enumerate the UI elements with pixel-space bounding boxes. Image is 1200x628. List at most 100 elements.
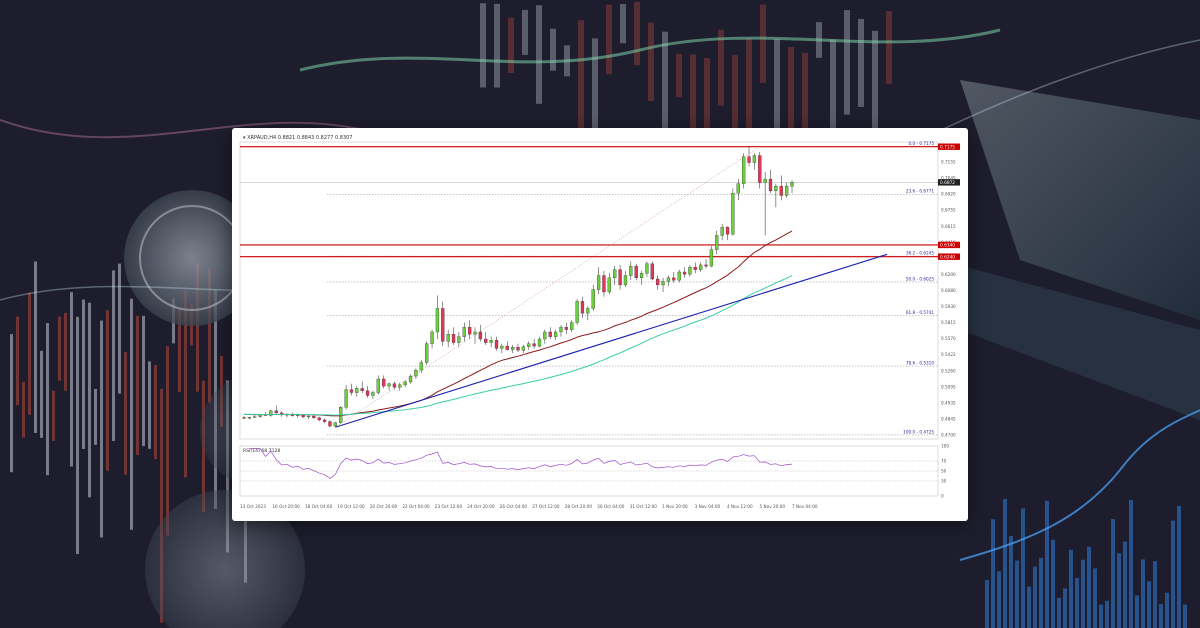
candle [247,416,251,420]
background-bar [1039,557,1043,628]
candle [790,180,794,194]
x-tick-label: 30 Oct 04:00 [597,504,625,509]
coin-decoration [124,190,260,326]
price-label: 0.6340 [940,243,955,249]
candle-body [537,338,542,347]
background-bar [774,39,780,131]
candle-body [505,345,509,350]
background-bar [858,18,864,107]
candle [639,270,644,285]
moving-average-slow [243,230,793,417]
background-bar [70,292,73,467]
price-chart: ▾ XRPAUD,H4 0.8821 0.8843 0.8277 0.8307 0… [239,135,960,509]
candle-body [435,308,440,333]
candle-body [269,410,273,416]
candle-body [543,331,547,340]
candle-body [446,334,450,342]
background-bar [1009,536,1013,628]
moving-average-fast [244,275,793,416]
background-bar [1063,588,1067,628]
candle-body [768,178,773,191]
candle-body [752,155,757,163]
background-bar [788,46,794,160]
candle-body [742,156,746,184]
price-pane-frame [239,141,939,440]
candle [704,259,708,269]
candle-body [553,331,558,337]
candle-body [451,334,456,343]
x-tick-label: 1 Nov 20:00 [662,504,688,509]
fibonacci-label: 38.2 - 0.6245 [906,251,934,256]
candle [682,267,687,278]
candle [586,306,590,321]
background-bar [34,261,37,433]
candle [527,341,531,350]
candle [435,295,440,340]
candle [484,331,488,345]
candle-body [489,340,493,343]
x-tick-label: 3 Nov 04:00 [695,504,721,509]
candle-body [532,343,536,347]
background-bar [704,58,710,139]
price-label-box [938,179,960,186]
candle-body [682,271,687,275]
background-bar [872,30,878,167]
candle [613,266,617,285]
background-bar [100,320,103,538]
candle [779,175,783,201]
x-tick-label: 22 Oct 04:00 [402,504,430,509]
candle [441,301,445,347]
candle-body [344,389,348,408]
y-tick-label: 0.7155 [941,160,956,165]
candle [758,151,762,189]
x-tick-label: 27 Oct 12:00 [532,504,560,509]
candle-body [779,185,783,196]
y-tick-label: 0.6755 [941,208,956,213]
candle [478,324,483,342]
background-bar [40,350,43,438]
candle [774,183,778,208]
candle [618,264,622,290]
background-bar [1105,600,1109,628]
candle-body [328,421,332,427]
candle-body [419,362,423,371]
background-bar [1129,499,1133,628]
candle-body [500,345,504,349]
background-bar [830,39,836,179]
background-bar [592,38,598,148]
background-bar [648,22,654,101]
background-bar [1093,568,1097,628]
candle-body [527,343,531,347]
candle [715,230,719,255]
candle [736,179,740,201]
candle-body [785,185,789,196]
background-bar [166,346,169,536]
background-bar [28,292,31,415]
candle [242,416,246,420]
background-bar [82,299,85,449]
background-bar [985,580,989,628]
background-bar [606,4,612,75]
rsi-tick-label: 0 [941,494,944,499]
background-bar [16,316,19,406]
background-bar [184,290,187,478]
background-bar [58,316,61,381]
candle-body [715,235,719,250]
candle-body [790,182,794,187]
background-bar [1123,541,1127,628]
candle-body [274,410,278,414]
candle [720,223,724,241]
candle [425,341,429,365]
candle-body [677,271,681,281]
candle [349,383,354,396]
candle-body [371,392,375,396]
candle [360,381,364,394]
background-bar [1015,560,1019,628]
candle-body [607,277,611,293]
candle-body [629,265,633,276]
candle [537,336,542,348]
candle-body [559,327,563,333]
candle [473,327,477,344]
candle [457,331,461,348]
background-bar [1057,597,1061,628]
